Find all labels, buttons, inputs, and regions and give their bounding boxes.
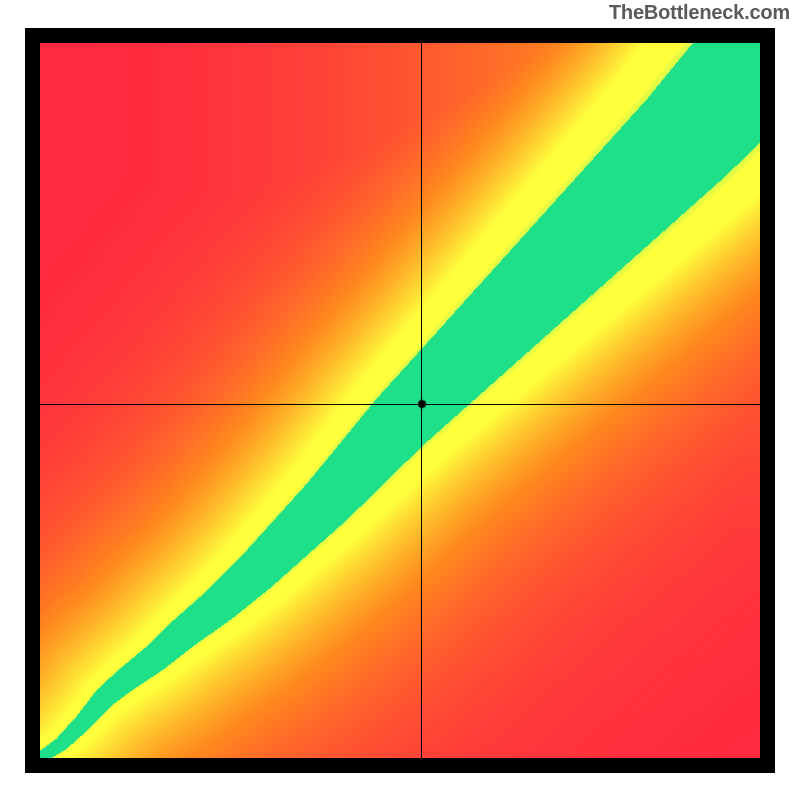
attribution-text: TheBottleneck.com (609, 2, 790, 25)
crosshair-dot (417, 399, 427, 409)
chart-frame (25, 28, 775, 773)
chart-container: { "attribution": "TheBottleneck.com", "a… (0, 0, 800, 800)
bottleneck-heatmap (40, 43, 760, 758)
crosshair-horizontal (40, 404, 760, 405)
